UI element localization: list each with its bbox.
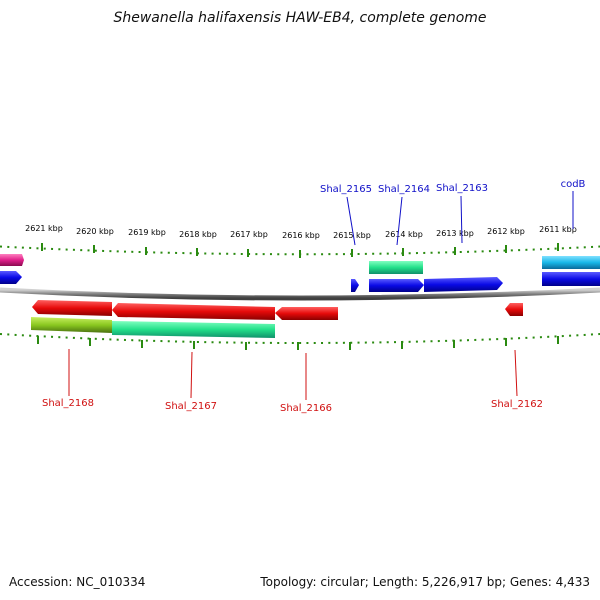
gene-label-shal-2165: Shal_2165 bbox=[320, 184, 372, 195]
feature-green-shal-2167 bbox=[112, 321, 275, 338]
gene-label-shal-2162: Shal_2162 bbox=[491, 399, 543, 410]
cds-shal-2165 bbox=[351, 279, 359, 292]
accession-text: Accession: NC_010334 bbox=[9, 575, 145, 589]
gene-label-shal-2163: Shal_2163 bbox=[436, 183, 488, 194]
scale-label: 2620 kbp bbox=[76, 227, 114, 236]
scale-label: 2616 kbp bbox=[282, 231, 320, 240]
cds-shal-2164 bbox=[369, 279, 424, 292]
map-title: Shewanella halifaxensis HAW-EB4, complet… bbox=[113, 10, 486, 26]
gene-label-shal-2166: Shal_2166 bbox=[280, 403, 332, 414]
scale-label: 2612 kbp bbox=[487, 227, 525, 236]
feature-cyan-codb bbox=[542, 256, 600, 269]
top-label-leaders bbox=[346, 191, 574, 246]
lower-tick-ruler bbox=[0, 333, 600, 344]
cds-shal-2166 bbox=[275, 307, 338, 320]
bottom-label-leaders bbox=[68, 349, 518, 400]
scale-label: 2615 kbp bbox=[333, 231, 371, 240]
cds-codb bbox=[542, 272, 600, 286]
cds-shal-2167 bbox=[112, 303, 275, 320]
cds-forward-partial-left bbox=[0, 271, 22, 284]
genome-backbone bbox=[0, 287, 600, 301]
scale-label: 2619 kbp bbox=[128, 228, 166, 237]
top-gene-labels: Shal_2165 Shal_2164 Shal_2163 codB bbox=[320, 179, 586, 195]
scale-label: 2618 kbp bbox=[179, 230, 217, 239]
gene-label-codb: codB bbox=[561, 179, 586, 190]
feature-magenta-partial bbox=[0, 254, 24, 266]
gene-label-shal-2164: Shal_2164 bbox=[378, 184, 430, 195]
lower-major-ticks bbox=[37, 336, 559, 350]
feature-olive-shal-2168 bbox=[31, 317, 112, 333]
bottom-gene-labels: Shal_2168 Shal_2167 Shal_2166 Shal_2162 bbox=[42, 398, 543, 414]
gene-label-shal-2167: Shal_2167 bbox=[165, 401, 217, 412]
feature-green-shal-2164 bbox=[369, 261, 423, 274]
cds-shal-2168 bbox=[32, 300, 112, 316]
scale-label: 2613 kbp bbox=[436, 229, 474, 238]
scale-label: 2611 kbp bbox=[539, 225, 577, 234]
scale-label: 2617 kbp bbox=[230, 230, 268, 239]
cds-shal-2163 bbox=[424, 277, 503, 292]
upper-major-ticks bbox=[41, 243, 559, 258]
cds-shal-2162 bbox=[505, 303, 523, 316]
scale-label: 2621 kbp bbox=[25, 224, 63, 233]
scale-label: 2614 kbp bbox=[385, 230, 423, 239]
scale-labels: 2621 kbp 2620 kbp 2619 kbp 2618 kbp 2617… bbox=[25, 224, 577, 240]
gene-label-shal-2168: Shal_2168 bbox=[42, 398, 94, 409]
genome-summary-text: Topology: circular; Length: 5,226,917 bp… bbox=[259, 575, 590, 589]
